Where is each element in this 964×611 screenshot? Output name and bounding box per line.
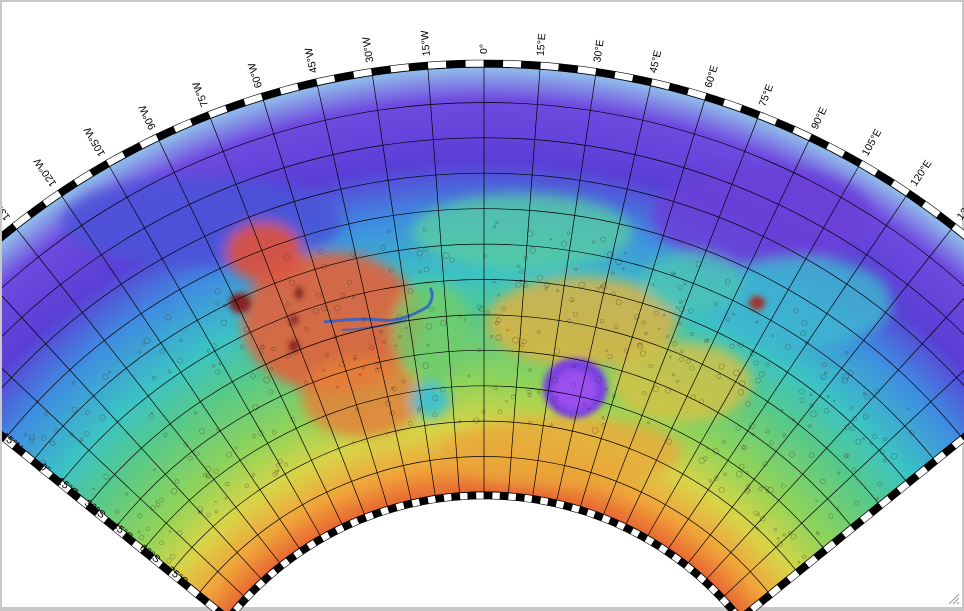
border-tick bbox=[446, 60, 465, 68]
longitude-label: 135°W bbox=[2, 190, 13, 222]
pavonis-mons bbox=[290, 315, 298, 325]
border-tick bbox=[476, 492, 484, 499]
border-tick bbox=[532, 496, 541, 504]
longitude-label: 15°E bbox=[535, 33, 549, 57]
border-tick bbox=[492, 492, 500, 499]
longitude-label: 0° bbox=[478, 44, 490, 54]
border-tick bbox=[540, 62, 559, 71]
longitude-label: 30°E bbox=[591, 39, 606, 63]
arabia-terra bbox=[412, 194, 632, 270]
elysium-mons bbox=[749, 296, 765, 310]
longitude-label: 60°E bbox=[703, 64, 721, 89]
border-tick bbox=[427, 496, 436, 504]
border-tick bbox=[451, 493, 460, 501]
longitude-label: 135°E bbox=[955, 192, 964, 222]
ascraeus-mons bbox=[295, 287, 303, 299]
longitude-label: 45°W bbox=[303, 46, 320, 74]
border-tick bbox=[500, 492, 509, 500]
terra-cimmeria bbox=[612, 342, 752, 422]
longitude-label: 45°E bbox=[647, 49, 664, 74]
border-tick bbox=[524, 495, 533, 503]
longitude-label: 120°E bbox=[908, 158, 934, 189]
border-tick bbox=[516, 494, 525, 502]
longitude-label: 120°W bbox=[32, 156, 60, 189]
longitude-label: 90°W bbox=[137, 103, 159, 132]
syria-planum bbox=[302, 357, 422, 437]
border-tick bbox=[484, 492, 492, 499]
longitude-label: 60°W bbox=[246, 61, 265, 89]
longitude-label: 105°W bbox=[82, 125, 108, 158]
resize-grip-icon[interactable] bbox=[946, 591, 960, 605]
longitude-label: 105°E bbox=[860, 127, 885, 158]
longitude-label: 15°W bbox=[419, 30, 433, 57]
border-tick bbox=[409, 62, 428, 71]
hellas-floor bbox=[553, 370, 597, 410]
border-tick bbox=[443, 494, 452, 502]
border-tick bbox=[460, 492, 469, 500]
utopia-plain bbox=[642, 252, 742, 312]
alba-mons bbox=[226, 222, 302, 282]
border-tick bbox=[468, 492, 476, 499]
border-tick bbox=[521, 61, 540, 69]
longitude-label: 90°E bbox=[809, 105, 830, 131]
border-tick bbox=[419, 497, 428, 505]
border-tick bbox=[435, 495, 444, 503]
border-tick bbox=[465, 60, 484, 67]
northern-lowland-east bbox=[652, 167, 872, 267]
longitude-label: 75°W bbox=[190, 80, 211, 108]
border-tick bbox=[503, 60, 522, 68]
longitude-label: 75°E bbox=[757, 83, 776, 109]
elysium-plain bbox=[712, 257, 892, 347]
border-tick bbox=[428, 61, 447, 69]
border-tick bbox=[508, 493, 517, 501]
longitude-label: 30°W bbox=[361, 36, 377, 63]
border-tick bbox=[484, 60, 503, 67]
